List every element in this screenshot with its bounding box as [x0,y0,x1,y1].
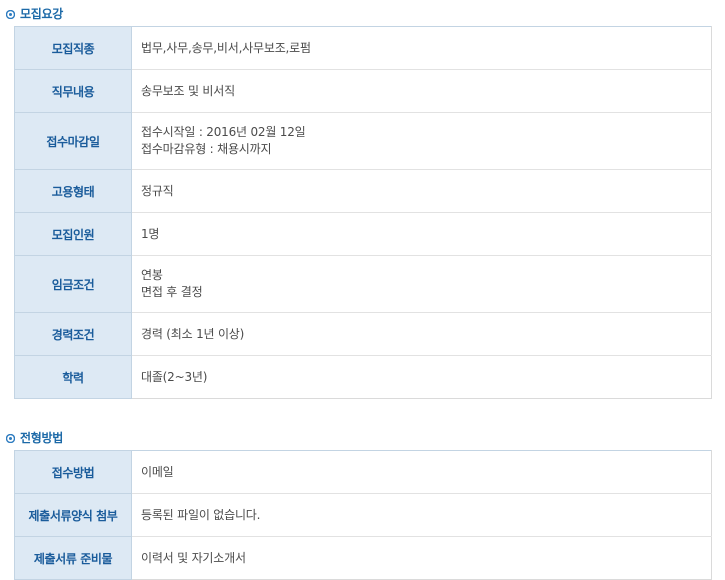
table-row: 접수방법 이메일 [14,450,712,494]
selection-method-table-wrap: 접수방법 이메일 제출서류양식 첨부 등록된 파일이 없습니다. 제출서류 준비… [14,450,712,580]
bullet-ring-icon [6,9,15,19]
section-selection-method: 전형방법 접수방법 이메일 제출서류양식 첨부 [0,429,725,580]
row-value-document-form-attachment: 등록된 파일이 없습니다. [131,493,712,537]
row-label-job-description: 직무내용 [14,69,132,113]
value-line: 대졸(2~3년) [141,369,208,384]
row-value-required-documents: 이력서 및 자기소개서 [131,536,712,580]
value-line: 이력서 및 자기소개서 [141,550,246,565]
recruitment-details-table: 모집직종 법무,사무,송무,비서,사무보조,로펌 직무내용 송무보조 및 비서직… [14,26,712,399]
row-label-salary: 임금조건 [14,255,132,313]
bullet-ring-icon [6,433,15,443]
row-label-application-deadline: 접수마감일 [14,112,132,170]
row-value-application-method: 이메일 [131,450,712,494]
row-value-application-deadline: 접수시작일 : 2016년 02월 12일 접수마감유형 : 채용시까지 [131,112,712,170]
section-title-recruitment-details: 모집요강 [20,7,63,21]
row-value-employment-type: 정규직 [131,169,712,213]
row-label-application-method: 접수방법 [14,450,132,494]
value-line: 법무,사무,송무,비서,사무보조,로펌 [141,40,311,55]
row-value-job-description: 송무보조 및 비서직 [131,69,712,113]
table-row: 학력 대졸(2~3년) [14,355,712,399]
table-row: 제출서류양식 첨부 등록된 파일이 없습니다. [14,493,712,537]
section-spacer [0,399,725,429]
row-value-job-category: 법무,사무,송무,비서,사무보조,로펌 [131,26,712,70]
recruitment-details-table-wrap: 모집직종 법무,사무,송무,비서,사무보조,로펌 직무내용 송무보조 및 비서직… [14,26,712,399]
value-line: 연봉 [141,268,163,282]
table-row: 모집인원 1명 [14,212,712,256]
row-label-education: 학력 [14,355,132,399]
value-line: 경력 (최소 1년 이상) [141,326,245,341]
table-row: 직무내용 송무보조 및 비서직 [14,69,712,113]
row-value-headcount: 1명 [131,212,712,256]
table-row: 접수마감일 접수시작일 : 2016년 02월 12일 접수마감유형 : 채용시… [14,112,712,170]
row-label-experience: 경력조건 [14,312,132,356]
value-line: 이메일 [141,464,174,479]
value-line: 정규직 [141,183,174,198]
row-label-job-category: 모집직종 [14,26,132,70]
selection-method-table: 접수방법 이메일 제출서류양식 첨부 등록된 파일이 없습니다. 제출서류 준비… [14,450,712,580]
table-row: 경력조건 경력 (최소 1년 이상) [14,312,712,356]
section-header-selection-method: 전형방법 [0,429,725,447]
value-line: 접수마감유형 : 채용시까지 [141,142,272,156]
value-line: 접수시작일 : 2016년 02월 12일 [141,125,306,139]
value-line: 1명 [141,226,160,241]
table-row: 고용형태 정규직 [14,169,712,213]
table-row: 임금조건 연봉 면접 후 결정 [14,255,712,313]
value-line: 면접 후 결정 [141,285,203,299]
row-label-required-documents: 제출서류 준비물 [14,536,132,580]
value-line: 송무보조 및 비서직 [141,83,235,98]
job-posting-page: 모집요강 모집직종 법무,사무,송무,비서,사무보조,로펌 직무내용 [0,5,725,580]
table-row: 제출서류 준비물 이력서 및 자기소개서 [14,536,712,580]
row-label-document-form-attachment: 제출서류양식 첨부 [14,493,132,537]
section-title-selection-method: 전형방법 [20,431,63,445]
section-recruitment-details: 모집요강 모집직종 법무,사무,송무,비서,사무보조,로펌 직무내용 [0,5,725,399]
table-row: 모집직종 법무,사무,송무,비서,사무보조,로펌 [14,26,712,70]
row-value-education: 대졸(2~3년) [131,355,712,399]
row-value-experience: 경력 (최소 1년 이상) [131,312,712,356]
row-label-headcount: 모집인원 [14,212,132,256]
value-line: 등록된 파일이 없습니다. [141,507,261,522]
row-value-salary: 연봉 면접 후 결정 [131,255,712,313]
row-label-employment-type: 고용형태 [14,169,132,213]
section-header-recruitment-details: 모집요강 [0,5,725,23]
